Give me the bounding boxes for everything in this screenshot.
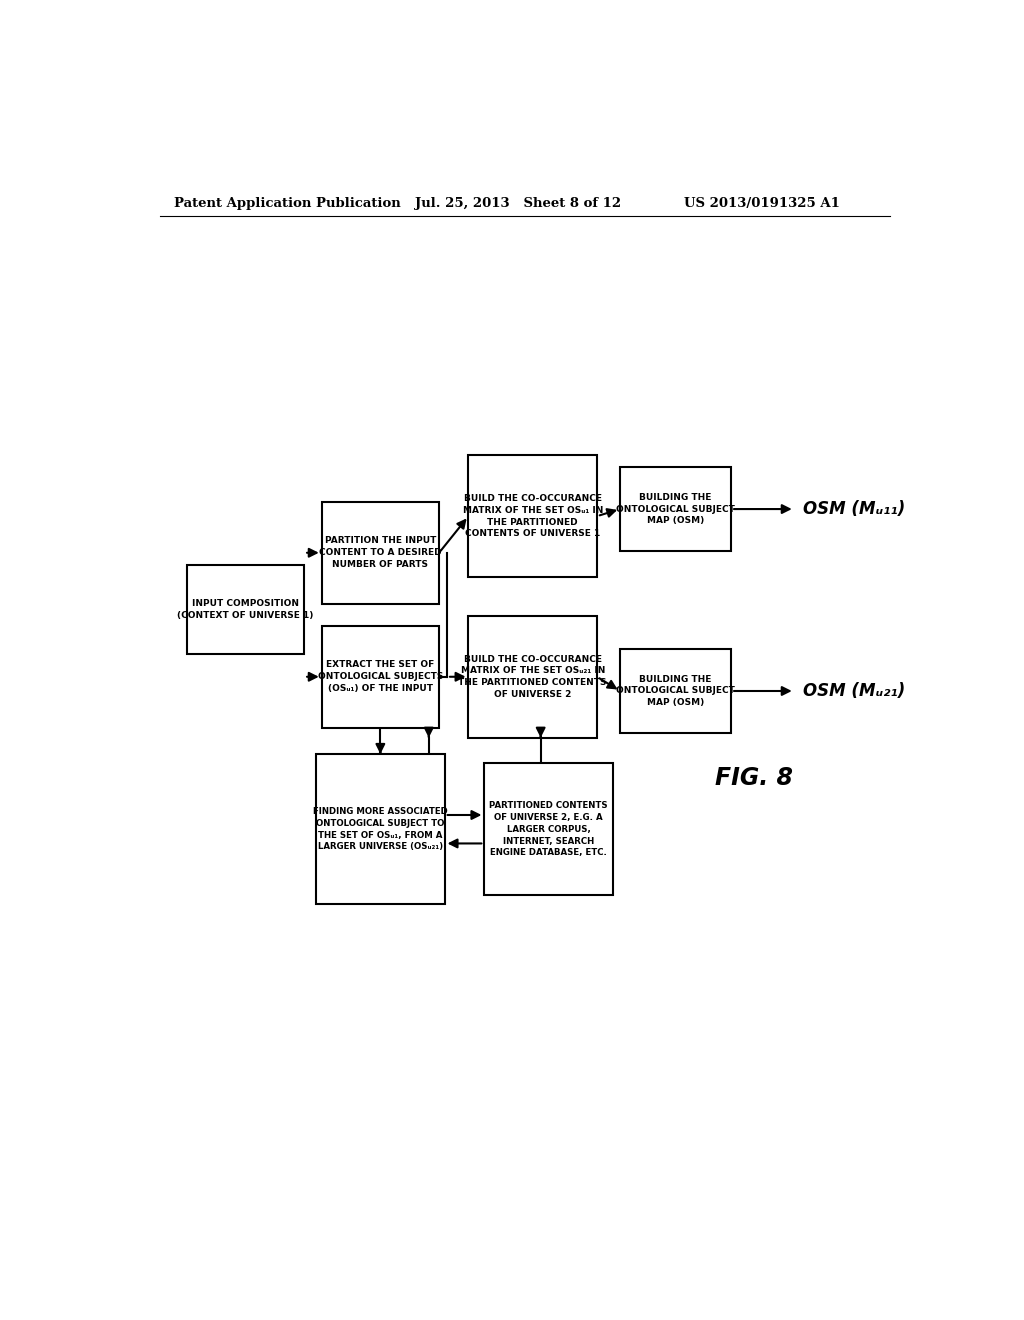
FancyBboxPatch shape — [620, 467, 731, 550]
Text: BUILDING THE
ONTOLOGICAL SUBJECT
MAP (OSM): BUILDING THE ONTOLOGICAL SUBJECT MAP (OS… — [616, 492, 735, 525]
Text: PARTITION THE INPUT
CONTENT TO A DESIRED
NUMBER OF PARTS: PARTITION THE INPUT CONTENT TO A DESIRED… — [319, 536, 441, 569]
FancyBboxPatch shape — [316, 754, 444, 904]
Text: OSM (Mᵤ₂₁): OSM (Mᵤ₂₁) — [803, 682, 905, 700]
Text: BUILD THE CO-OCCURANCE
MATRIX OF THE SET OSᵤ₁ IN
THE PARTITIONED
CONTENTS OF UNI: BUILD THE CO-OCCURANCE MATRIX OF THE SET… — [463, 494, 603, 539]
FancyBboxPatch shape — [322, 502, 439, 603]
Text: INPUT COMPOSITION
(CONTEXT OF UNIVERSE 1): INPUT COMPOSITION (CONTEXT OF UNIVERSE 1… — [177, 599, 313, 620]
Text: EXTRACT THE SET OF
ONTOLOGICAL SUBJECTS
(OSᵤ₁) OF THE INPUT: EXTRACT THE SET OF ONTOLOGICAL SUBJECTS … — [317, 660, 443, 693]
FancyBboxPatch shape — [620, 649, 731, 733]
Text: Patent Application Publication: Patent Application Publication — [174, 197, 400, 210]
FancyBboxPatch shape — [468, 615, 597, 738]
Text: US 2013/0191325 A1: US 2013/0191325 A1 — [684, 197, 840, 210]
Text: Jul. 25, 2013   Sheet 8 of 12: Jul. 25, 2013 Sheet 8 of 12 — [416, 197, 622, 210]
Text: BUILD THE CO-OCCURANCE
MATRIX OF THE SET OSᵤ₂₁ IN
THE PARTITIONED CONTENTS
OF UN: BUILD THE CO-OCCURANCE MATRIX OF THE SET… — [459, 655, 607, 700]
Text: FINDING MORE ASSOCIATED
ONTOLOGICAL SUBJECT TO
THE SET OF OSᵤ₁, FROM A
LARGER UN: FINDING MORE ASSOCIATED ONTOLOGICAL SUBJ… — [313, 807, 447, 851]
FancyBboxPatch shape — [322, 626, 439, 727]
Text: BUILDING THE
ONTOLOGICAL SUBJECT
MAP (OSM): BUILDING THE ONTOLOGICAL SUBJECT MAP (OS… — [616, 675, 735, 708]
Text: PARTITIONED CONTENTS
OF UNIVERSE 2, E.G. A
LARGER CORPUS,
INTERNET, SEARCH
ENGIN: PARTITIONED CONTENTS OF UNIVERSE 2, E.G.… — [489, 801, 608, 857]
FancyBboxPatch shape — [468, 455, 597, 577]
FancyBboxPatch shape — [186, 565, 304, 655]
Text: FIG. 8: FIG. 8 — [715, 767, 794, 791]
Text: OSM (Mᵤ₁₁): OSM (Mᵤ₁₁) — [803, 500, 905, 517]
FancyBboxPatch shape — [484, 763, 613, 895]
